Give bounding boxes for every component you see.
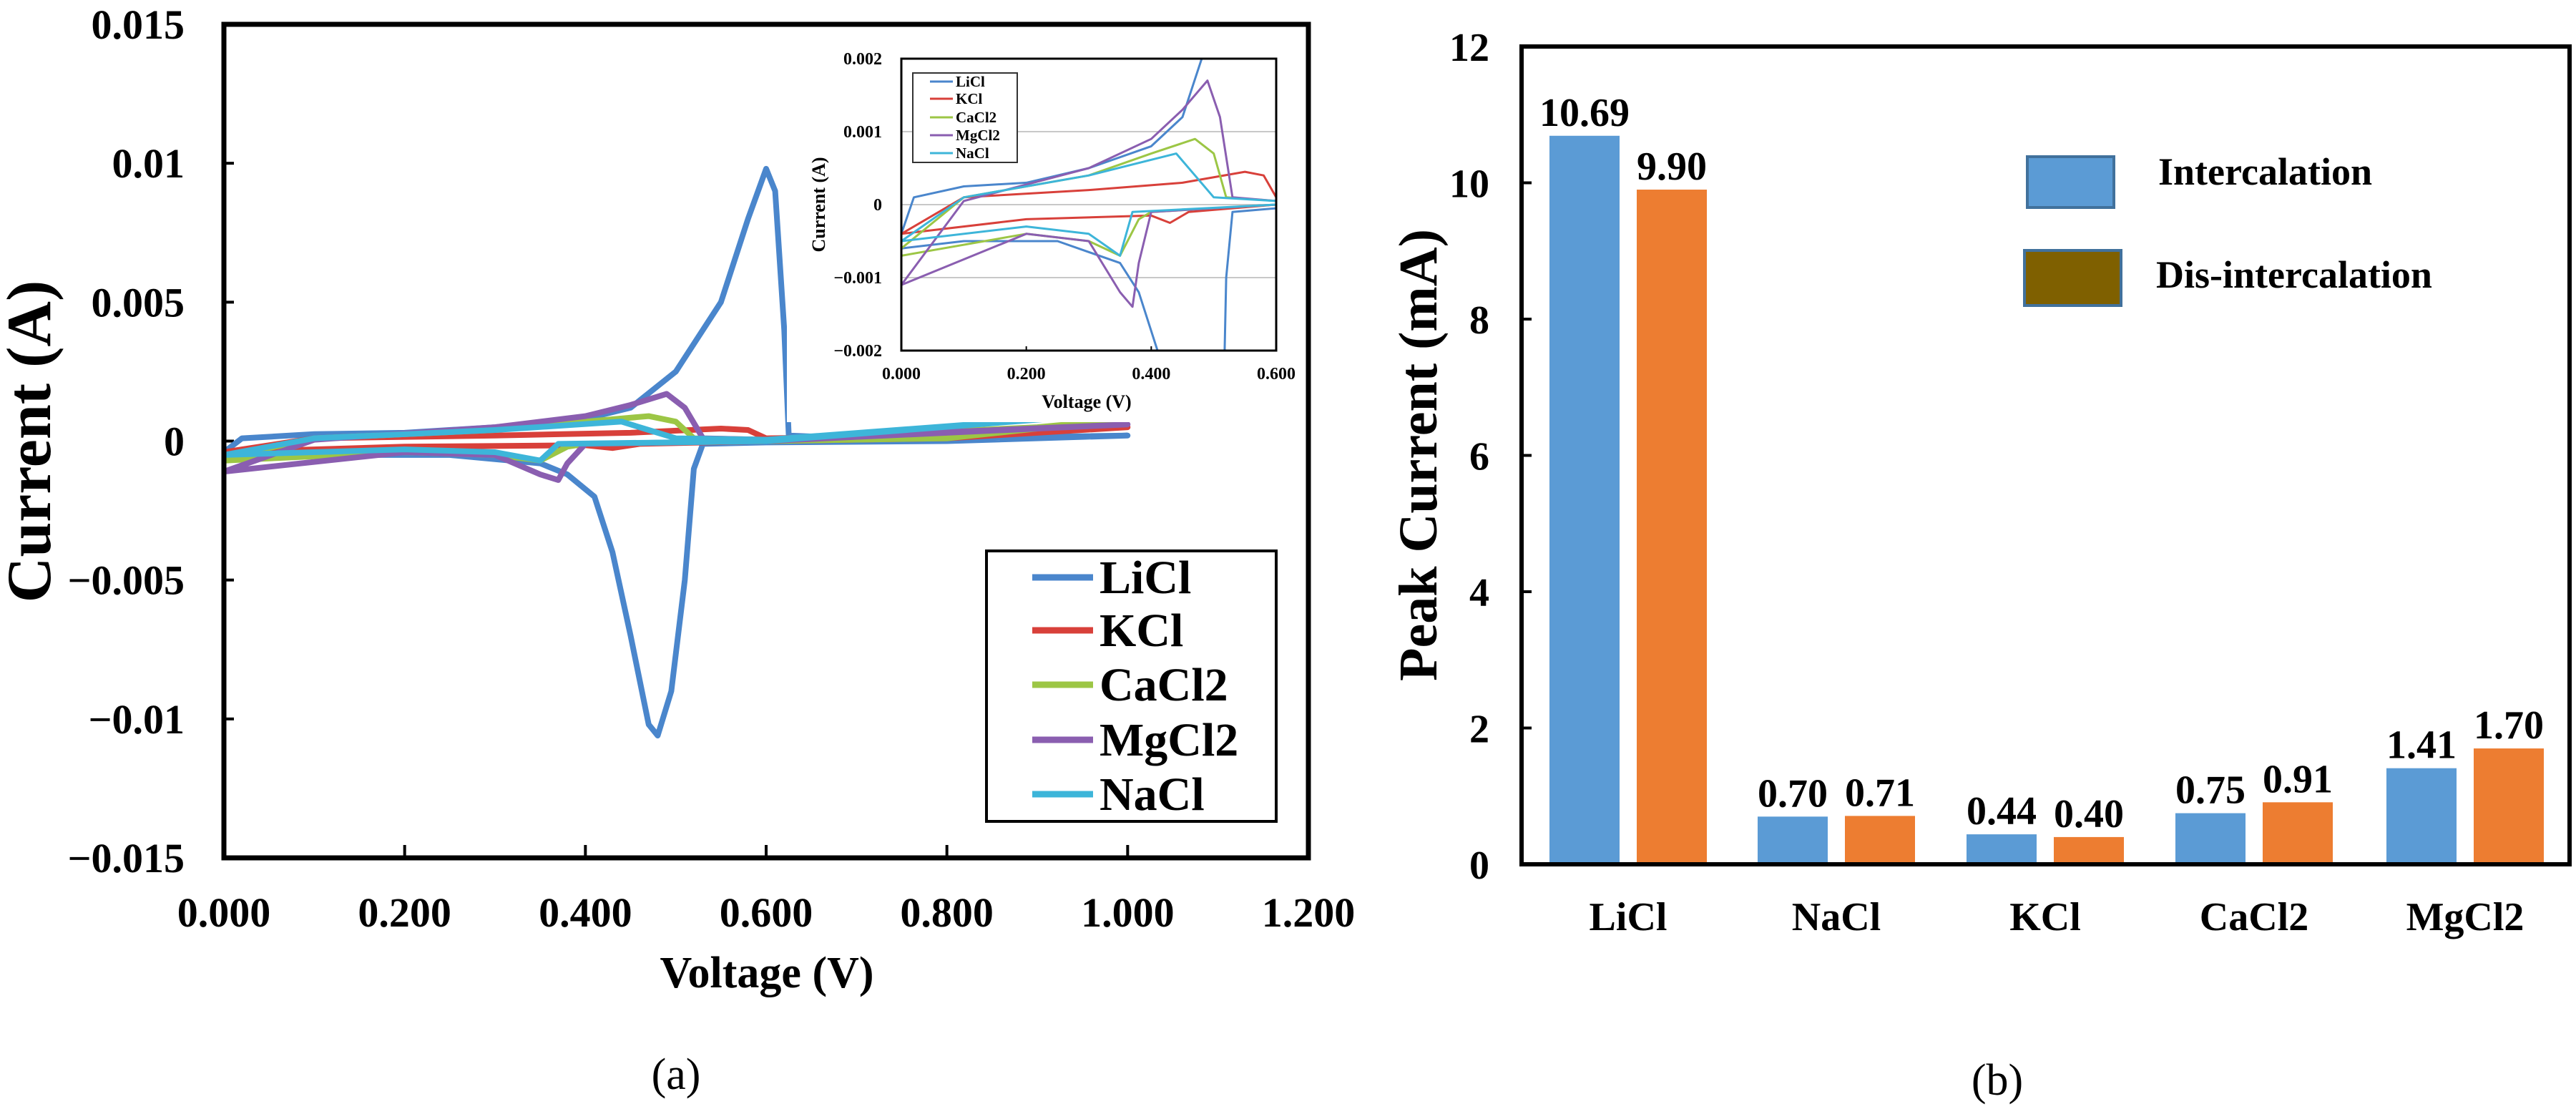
legend-label: Intercalation <box>2158 150 2372 193</box>
inset-frame <box>900 57 1278 352</box>
y-tick-label: −0.015 <box>67 835 185 881</box>
bar-dis-intercalation <box>2263 802 2333 864</box>
inset-y-tick-label: −0.001 <box>833 269 882 288</box>
plot-frame <box>1519 44 2572 866</box>
legend-label: MgCl2 <box>1100 714 1238 766</box>
inset-series-line-mgcl2 <box>901 79 1276 308</box>
panel-label-b: (b) <box>1972 1056 2023 1105</box>
bar-dis-intercalation <box>1845 816 1915 864</box>
y-tick-label: 0.015 <box>92 1 185 48</box>
y-tick-label: −0.005 <box>67 557 185 604</box>
bar-intercalation <box>1967 834 2037 864</box>
y-axis-title: Current (A) <box>0 280 64 602</box>
inset-legend-label: NaCl <box>956 145 989 162</box>
inset-x-axis-title: Voltage (V) <box>1042 391 1131 412</box>
inset-y-axis-title: Current (A) <box>808 157 829 252</box>
inset-series-line-kcl <box>901 170 1276 235</box>
y-tick-label: 0 <box>164 419 185 465</box>
y-tick-label: 6 <box>1469 435 1489 479</box>
x-tick-label: 1.200 <box>1262 889 1356 936</box>
bar-data-label: 1.70 <box>2474 703 2544 748</box>
category-label: LiCl <box>1590 895 1667 939</box>
series-line-nacl <box>223 413 1086 464</box>
inset-legend-label: KCl <box>956 90 983 107</box>
category-label: MgCl2 <box>2406 895 2524 939</box>
inset-x-tick-label: 0.400 <box>1132 365 1170 383</box>
panel-a-cv-chart: 0.015 0.01 0.005 0 −0.005 −0.01 −0.015 0.000 0.2… <box>0 1 1356 1099</box>
inset-x-tick-label: 0.200 <box>1007 365 1046 383</box>
y-tick-label: 2 <box>1469 708 1489 752</box>
legend-label: KCl <box>1100 605 1183 657</box>
legend-swatch <box>2026 155 2115 209</box>
legend-label: LiCl <box>1100 552 1191 604</box>
inset-x-tick-label: 0.600 <box>1257 365 1296 383</box>
legend-label: Dis-intercalation <box>2156 253 2432 296</box>
x-tick-label: 1.000 <box>1081 889 1175 936</box>
x-tick-label: 0.000 <box>177 889 271 936</box>
y-tick-label: 12 <box>1449 26 1489 70</box>
x-tick-label: 0.200 <box>358 889 451 936</box>
bar-dis-intercalation <box>1637 190 1707 864</box>
bar-intercalation <box>1549 135 1620 865</box>
x-tick-label: 0.800 <box>900 889 994 936</box>
inset-legend-label: CaCl2 <box>956 109 996 126</box>
y-axis-title: Peak Current (mA) <box>1389 229 1449 681</box>
inset-legend-label: LiCl <box>956 73 985 90</box>
y-tick-label: −0.01 <box>88 696 185 743</box>
bar-data-label: 0.70 <box>1758 771 1828 816</box>
x-axis-title: Voltage (V) <box>660 949 873 997</box>
bar-data-label: 0.71 <box>1845 771 1915 815</box>
inset-legend-label: MgCl2 <box>956 127 1000 144</box>
y-tick-label: 10 <box>1449 162 1489 207</box>
bar-intercalation <box>2386 768 2457 864</box>
x-tick-label: 0.400 <box>539 889 632 936</box>
panel-b-bar-chart: 0 2 4 6 8 10 12 LiCl 10.699.90 NaCl 0.70 0.71 KCl 0.4… <box>1389 26 2572 1105</box>
inset-series <box>901 59 1276 351</box>
y-tick-label: 0 <box>1469 844 1489 888</box>
bar-dis-intercalation <box>2474 748 2544 864</box>
bar-data-label: 9.90 <box>1637 145 1707 189</box>
legend: Intercalation Dis-intercalation <box>2023 150 2432 307</box>
inset-y-tick-label: 0 <box>873 196 882 215</box>
inset-x-tick-label: 0.000 <box>882 365 921 383</box>
legend-swatch <box>2023 249 2122 307</box>
inset-y-tick-label: −0.002 <box>833 342 882 361</box>
y-tick-label: 0.01 <box>112 140 185 187</box>
panel-label-a: (a) <box>652 1050 701 1099</box>
bar-data-label: 0.75 <box>2175 768 2246 813</box>
series-line-mgcl2 <box>222 391 1131 483</box>
bar-data-label: 1.41 <box>2386 723 2457 768</box>
bar-data-label: 0.40 <box>2054 792 2124 836</box>
category-label: NaCl <box>1792 895 1881 939</box>
y-tick-label: 8 <box>1469 298 1489 343</box>
bar-data-label: 10.69 <box>1539 91 1630 135</box>
bar-data-label: 0.91 <box>2263 757 2333 801</box>
inset-y-tick-label: 0.001 <box>843 123 882 142</box>
bar-intercalation <box>2175 813 2246 864</box>
legend-label: CaCl2 <box>1100 659 1228 711</box>
x-tick-label: 0.600 <box>720 889 813 936</box>
bar-intercalation <box>1758 816 1828 864</box>
plot-frame <box>221 21 1311 861</box>
category-label: CaCl2 <box>2200 895 2308 939</box>
inset-series-line-cacl2 <box>901 137 1276 257</box>
y-tick-label: 4 <box>1469 571 1489 615</box>
bar-data-label: 0.44 <box>1967 789 2037 834</box>
category-label: KCl <box>2009 895 2081 939</box>
inset-y-tick-label: 0.002 <box>843 50 882 69</box>
inset-series-line-nacl <box>901 152 1276 257</box>
legend-label: NaCl <box>1100 768 1205 821</box>
bar-dis-intercalation <box>2054 836 2124 864</box>
inset-series-line-licl <box>901 59 1276 351</box>
y-tick-label: 0.005 <box>92 279 185 326</box>
